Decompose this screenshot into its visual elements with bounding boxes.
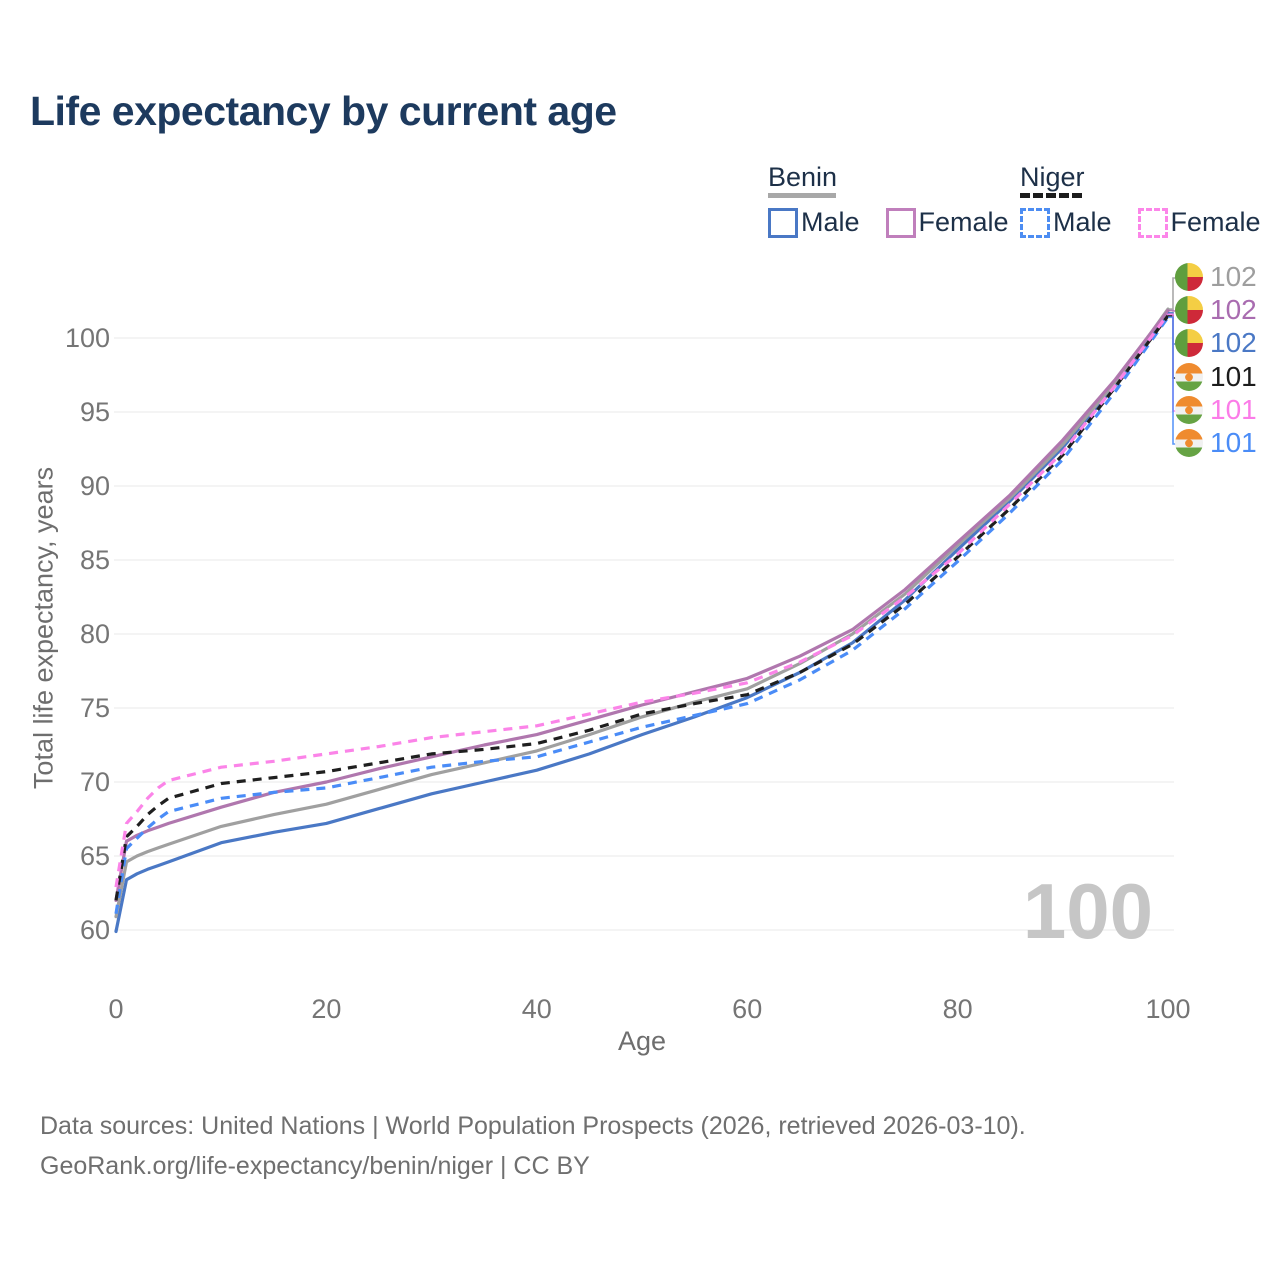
y-tick-label: 75 bbox=[80, 693, 110, 723]
y-tick-label: 70 bbox=[80, 767, 110, 797]
series-line-niger-male[interactable] bbox=[114, 316, 1170, 914]
legend-item-benin-male[interactable]: Male bbox=[768, 207, 860, 238]
benin-flag-icon bbox=[1175, 329, 1203, 357]
benin-line-style-swatch bbox=[768, 193, 836, 198]
legend-item-niger-female[interactable]: Female bbox=[1137, 207, 1261, 238]
legend-item-niger-male[interactable]: Male bbox=[1020, 207, 1112, 238]
y-tick-label: 95 bbox=[80, 397, 110, 427]
legend-group-benin: Benin Male Female bbox=[768, 163, 1009, 238]
y-tick-label: 100 bbox=[65, 323, 110, 353]
benin-male-swatch-icon bbox=[768, 207, 798, 238]
niger-male-swatch-icon bbox=[1020, 207, 1050, 238]
legend-item-label: Female bbox=[1170, 207, 1261, 237]
legend-item-label: Female bbox=[918, 207, 1009, 237]
page-title: Life expectancy by current age bbox=[30, 88, 617, 134]
benin-flag-icon bbox=[1175, 296, 1203, 324]
y-tick-label: 60 bbox=[80, 915, 110, 945]
y-axis-title: Total life expectancy, years bbox=[28, 466, 59, 790]
end-value: 102 bbox=[1210, 261, 1257, 292]
end-label-niger-female[interactable]: 101 bbox=[1175, 396, 1257, 424]
data-sources-text: Data sources: United Nations | World Pop… bbox=[40, 1112, 1026, 1140]
x-tick-label: 80 bbox=[943, 994, 973, 1024]
niger-flag-icon bbox=[1175, 429, 1203, 457]
niger-flag-icon bbox=[1175, 363, 1203, 391]
niger-line-style-swatch bbox=[1020, 193, 1082, 198]
x-tick-label: 40 bbox=[522, 994, 552, 1024]
series-line-niger-female[interactable] bbox=[114, 313, 1170, 888]
end-value: 101 bbox=[1210, 427, 1257, 458]
x-tick-label: 20 bbox=[311, 994, 341, 1024]
series-line-benin-female[interactable] bbox=[114, 309, 1170, 902]
legend-country-niger[interactable]: Niger bbox=[1020, 163, 1261, 198]
end-value: 101 bbox=[1210, 394, 1257, 425]
x-tick-label: 100 bbox=[1145, 994, 1190, 1024]
legend-item-label: Male bbox=[801, 207, 860, 237]
x-tick-label: 0 bbox=[108, 994, 123, 1024]
y-tick-label: 80 bbox=[80, 619, 110, 649]
y-tick-label: 65 bbox=[80, 841, 110, 871]
legend-country-label: Niger bbox=[1020, 162, 1085, 192]
x-axis-title: Age bbox=[617, 1026, 667, 1056]
footer: Data sources: United Nations | World Pop… bbox=[40, 1106, 1026, 1186]
y-tick-label: 90 bbox=[80, 471, 110, 501]
legend-country-label: Benin bbox=[768, 162, 838, 192]
end-label-benin-male[interactable]: 102 bbox=[1175, 329, 1257, 357]
series-line-benin[interactable] bbox=[114, 307, 1170, 919]
end-value: 102 bbox=[1210, 327, 1257, 358]
end-label-benin-female[interactable]: 102 bbox=[1175, 296, 1257, 324]
x-tick-label: 60 bbox=[732, 994, 762, 1024]
legend-item-label: Male bbox=[1053, 207, 1112, 237]
legend-country-benin[interactable]: Benin bbox=[768, 163, 1009, 198]
niger-female-swatch-icon bbox=[1137, 207, 1168, 238]
end-label-benin[interactable]: 102 bbox=[1175, 263, 1257, 291]
attribution-text: GeoRank.org/life-expectancy/benin/niger … bbox=[40, 1152, 590, 1180]
age-indicator-watermark: 100 bbox=[1023, 867, 1153, 955]
legend-group-niger: Niger Male Female bbox=[1020, 163, 1261, 238]
benin-flag-icon bbox=[1175, 263, 1203, 291]
series-line-niger[interactable] bbox=[114, 314, 1170, 901]
end-label-niger[interactable]: 101 bbox=[1175, 363, 1257, 391]
end-label-niger-male[interactable]: 101 bbox=[1175, 429, 1257, 457]
y-tick-label: 85 bbox=[80, 545, 110, 575]
end-value: 102 bbox=[1210, 294, 1257, 325]
niger-flag-icon bbox=[1175, 396, 1203, 424]
series-line-benin-male[interactable] bbox=[114, 311, 1170, 934]
end-value: 101 bbox=[1210, 361, 1257, 392]
legend-item-benin-female[interactable]: Female bbox=[885, 207, 1009, 238]
benin-female-swatch-icon bbox=[885, 207, 916, 238]
